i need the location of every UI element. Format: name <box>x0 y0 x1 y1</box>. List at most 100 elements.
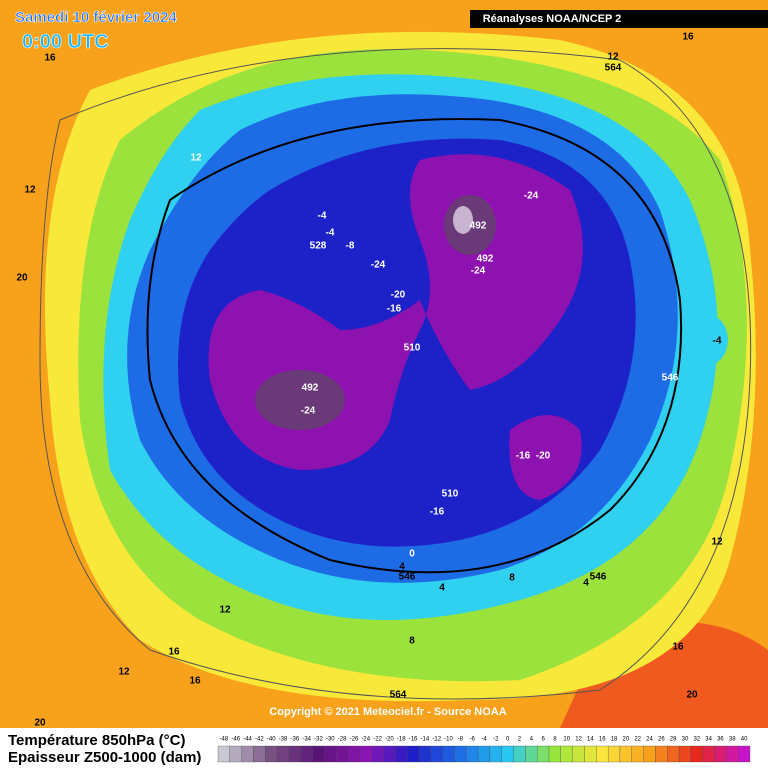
contour-label: 492 <box>302 383 319 394</box>
scale-label: -22 <box>373 737 382 743</box>
scale-swatch <box>560 745 573 763</box>
scale-swatch <box>300 745 313 763</box>
scale-label: 18 <box>611 737 618 743</box>
contour-label: 12 <box>711 537 723 548</box>
scale-label: 20 <box>623 737 630 743</box>
contour-label: 20 <box>686 690 698 701</box>
contour-label: 12 <box>607 52 619 63</box>
scale-label: -16 <box>409 737 418 743</box>
scale-swatch <box>643 745 656 763</box>
contour-label: -16 <box>516 451 531 462</box>
contour-label: 528 <box>310 241 327 252</box>
contour-label: -24 <box>524 191 539 202</box>
contour-label: -24 <box>471 266 486 277</box>
zone-cyan <box>684 314 728 366</box>
scale-swatch <box>383 745 396 763</box>
scale-label: 40 <box>741 737 748 743</box>
contour-label: 20 <box>16 273 28 284</box>
contour-label: -20 <box>536 451 551 462</box>
legend-temp: Température 850hPa (°C) <box>8 732 185 749</box>
contour-label: 12 <box>118 667 130 678</box>
scale-label: -12 <box>432 737 441 743</box>
scale-swatch <box>537 745 550 763</box>
scale-label: -10 <box>444 737 453 743</box>
isotherm <box>146 118 683 574</box>
scale-swatch <box>667 745 680 763</box>
scale-swatch <box>477 745 491 763</box>
contour-label: 20 <box>34 718 46 729</box>
scale-label: -46 <box>231 737 240 743</box>
scale-label: 14 <box>587 737 594 743</box>
scale-swatch <box>631 745 644 763</box>
contour-label: 4 <box>399 562 405 573</box>
scale-swatch <box>466 745 479 763</box>
scale-swatch <box>596 745 609 763</box>
scale-swatch <box>738 745 751 763</box>
contour-label: 16 <box>44 53 56 64</box>
contour-label: 492 <box>477 254 494 265</box>
scale-swatch <box>265 745 278 763</box>
scale-swatch <box>548 745 561 763</box>
scale-label: -32 <box>314 737 323 743</box>
scale-swatch <box>336 745 349 763</box>
zone-cold-core <box>453 206 473 234</box>
zone-cold-core <box>255 370 345 430</box>
scale-label: 16 <box>599 737 606 743</box>
scale-swatch <box>395 745 408 763</box>
scale-swatch <box>442 745 455 763</box>
scale-swatch <box>572 745 585 763</box>
scale-swatch <box>678 745 692 763</box>
contour-label: -20 <box>391 290 406 301</box>
scale-swatch <box>726 745 739 763</box>
scale-label: -18 <box>397 737 406 743</box>
scale-swatch <box>430 745 443 763</box>
scale-label: -44 <box>243 737 252 743</box>
contour-label: -24 <box>301 406 316 417</box>
contour-label: 16 <box>168 647 180 658</box>
contour-label: 510 <box>404 343 421 354</box>
date: Samedi 10 février 2024 <box>15 9 177 26</box>
scale-swatch <box>253 745 266 763</box>
scale-label: -40 <box>267 737 276 743</box>
contour-label: 12 <box>24 185 36 196</box>
scale-swatch <box>241 745 254 763</box>
scale-label: 12 <box>575 737 582 743</box>
scale-swatch <box>347 745 361 763</box>
scale-swatch <box>359 745 372 763</box>
scale-label: -28 <box>338 737 347 743</box>
scale-swatch <box>513 745 526 763</box>
contour-label: 4 <box>439 583 445 594</box>
scale-label: 28 <box>670 737 677 743</box>
contour-label: 546 <box>399 572 416 583</box>
scale-label: -26 <box>350 737 359 743</box>
scale-label: 0 <box>506 737 510 743</box>
contour-label: 16 <box>682 32 694 43</box>
contour-label: 510 <box>442 489 459 500</box>
scale-label: -48 <box>220 737 229 743</box>
scale-swatch <box>371 745 384 763</box>
scale-swatch <box>619 745 632 763</box>
scale-label: -20 <box>385 737 394 743</box>
contour-label: -16 <box>430 507 445 518</box>
contour-label: -4 <box>713 336 722 347</box>
scale-label: -42 <box>255 737 264 743</box>
time: 0:00 UTC <box>22 31 109 53</box>
scale-label: 10 <box>563 737 570 743</box>
scale-swatch <box>489 745 502 763</box>
contour-label: 4 <box>583 578 589 589</box>
scale-label: 24 <box>646 737 653 743</box>
contour-label: -8 <box>346 241 355 252</box>
contour-label: 492 <box>470 221 487 232</box>
scale-label: 30 <box>682 737 689 743</box>
contour-label: 16 <box>189 676 201 687</box>
thickness-line <box>39 48 752 700</box>
scale-label: -4 <box>481 737 487 743</box>
scale-label: 4 <box>530 737 534 743</box>
scale-label: 34 <box>705 737 712 743</box>
scale-label: -2 <box>493 737 499 743</box>
scale-swatch <box>418 745 431 763</box>
scale-label: 6 <box>541 737 545 743</box>
scale-swatch <box>324 745 337 763</box>
